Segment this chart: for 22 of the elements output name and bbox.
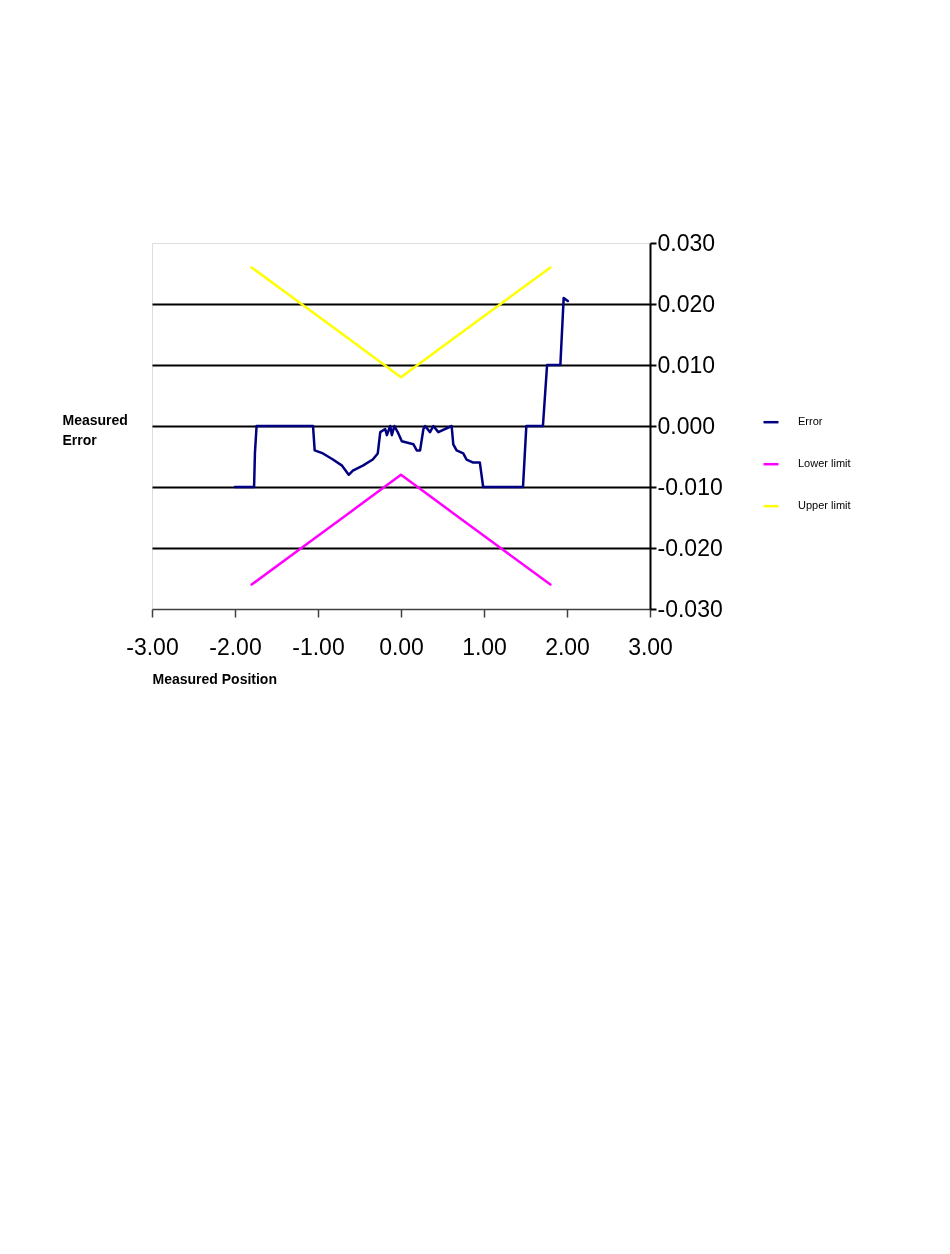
line-series <box>250 473 552 586</box>
x-tick-label: 3.00 <box>628 633 673 660</box>
y-tick-label: -0.010 <box>657 473 723 500</box>
y-axis-title: Measured Error <box>62 411 128 448</box>
x-tick-label: -1.00 <box>292 633 345 660</box>
x-axis-title: Measured Position <box>152 670 277 687</box>
y-tick-label: 0.020 <box>657 290 716 317</box>
x-tick-label: 1.00 <box>462 633 507 660</box>
legend-label: Lower limit <box>798 457 851 470</box>
y-tick-label: -0.020 <box>657 534 723 561</box>
x-tick-label: -2.00 <box>209 633 262 660</box>
line-series <box>250 266 552 379</box>
line-series <box>233 296 570 489</box>
x-tick-label: 0.00 <box>379 633 424 660</box>
x-tick-label: -3.00 <box>126 633 179 660</box>
y-tick-label: -0.030 <box>657 595 723 622</box>
y-tick-label: 0.030 <box>657 229 716 256</box>
y-tick-label: 0.000 <box>657 412 716 439</box>
legend-label: Upper limit <box>798 499 851 512</box>
x-tick-label: 2.00 <box>545 633 590 660</box>
legend-label: Error <box>798 415 823 428</box>
y-tick-label: 0.010 <box>657 351 716 378</box>
